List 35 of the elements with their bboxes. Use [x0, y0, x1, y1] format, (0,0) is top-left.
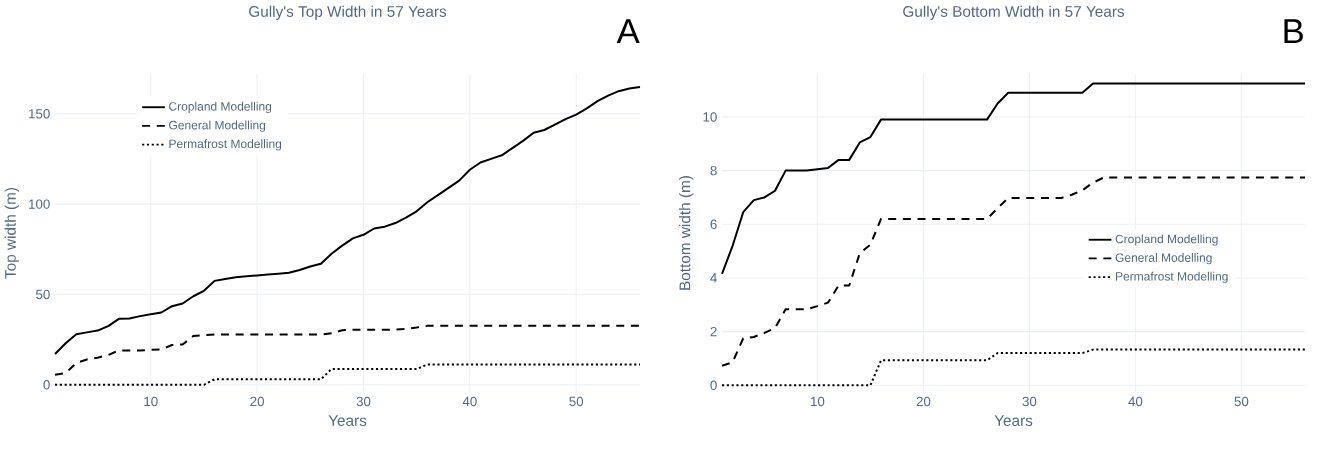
- legend-label: Cropland Modelling: [1115, 234, 1218, 246]
- x-tick-label: 50: [569, 396, 584, 407]
- x-axis-title: Years: [994, 415, 1033, 426]
- y-tick-label: 6: [710, 219, 717, 229]
- y-axis-title: Bottom width (m): [679, 176, 694, 290]
- legend-label: Permafrost Modelling: [169, 139, 282, 151]
- y-tick-label: 150: [29, 109, 50, 119]
- y-tick-label: 10: [703, 112, 717, 122]
- legend-label: Permafrost Modelling: [1116, 271, 1228, 283]
- x-tick-label: 10: [144, 396, 158, 407]
- y-tick-label: 8: [710, 165, 717, 176]
- legend-label: Cropland Modelling: [169, 101, 272, 114]
- text: A: [616, 19, 640, 44]
- y-tick-label: 0: [43, 380, 50, 390]
- y-axis-title: Top width (m): [4, 187, 19, 279]
- y-tick-label: 50: [36, 289, 50, 300]
- text: B: [1284, 19, 1303, 44]
- line-series: [54, 86, 641, 356]
- x-tick-label: 30: [1022, 396, 1037, 407]
- x-tick-label: 20: [250, 396, 264, 407]
- x-tick-label: 30: [356, 396, 371, 407]
- x-tick-label: 50: [1234, 396, 1249, 407]
- y-tick-label: 2: [710, 326, 717, 337]
- legend-label: General Modelling: [169, 120, 266, 132]
- legend-label: General Modelling: [1115, 253, 1212, 265]
- x-tick-label: 10: [811, 396, 825, 407]
- x-axis-title: Years: [328, 415, 367, 426]
- y-tick-label: 4: [710, 273, 717, 283]
- y-tick-label: 0: [710, 380, 717, 391]
- x-tick-label: 20: [916, 396, 931, 407]
- chart-title: Gully's Top Width in 57 Years: [249, 5, 447, 20]
- x-tick-label: 40: [1128, 396, 1143, 407]
- chart-title: Gully's Bottom Width in 57 Years: [903, 5, 1125, 20]
- y-tick-label: 100: [29, 199, 50, 209]
- x-tick-label: 40: [462, 396, 477, 407]
